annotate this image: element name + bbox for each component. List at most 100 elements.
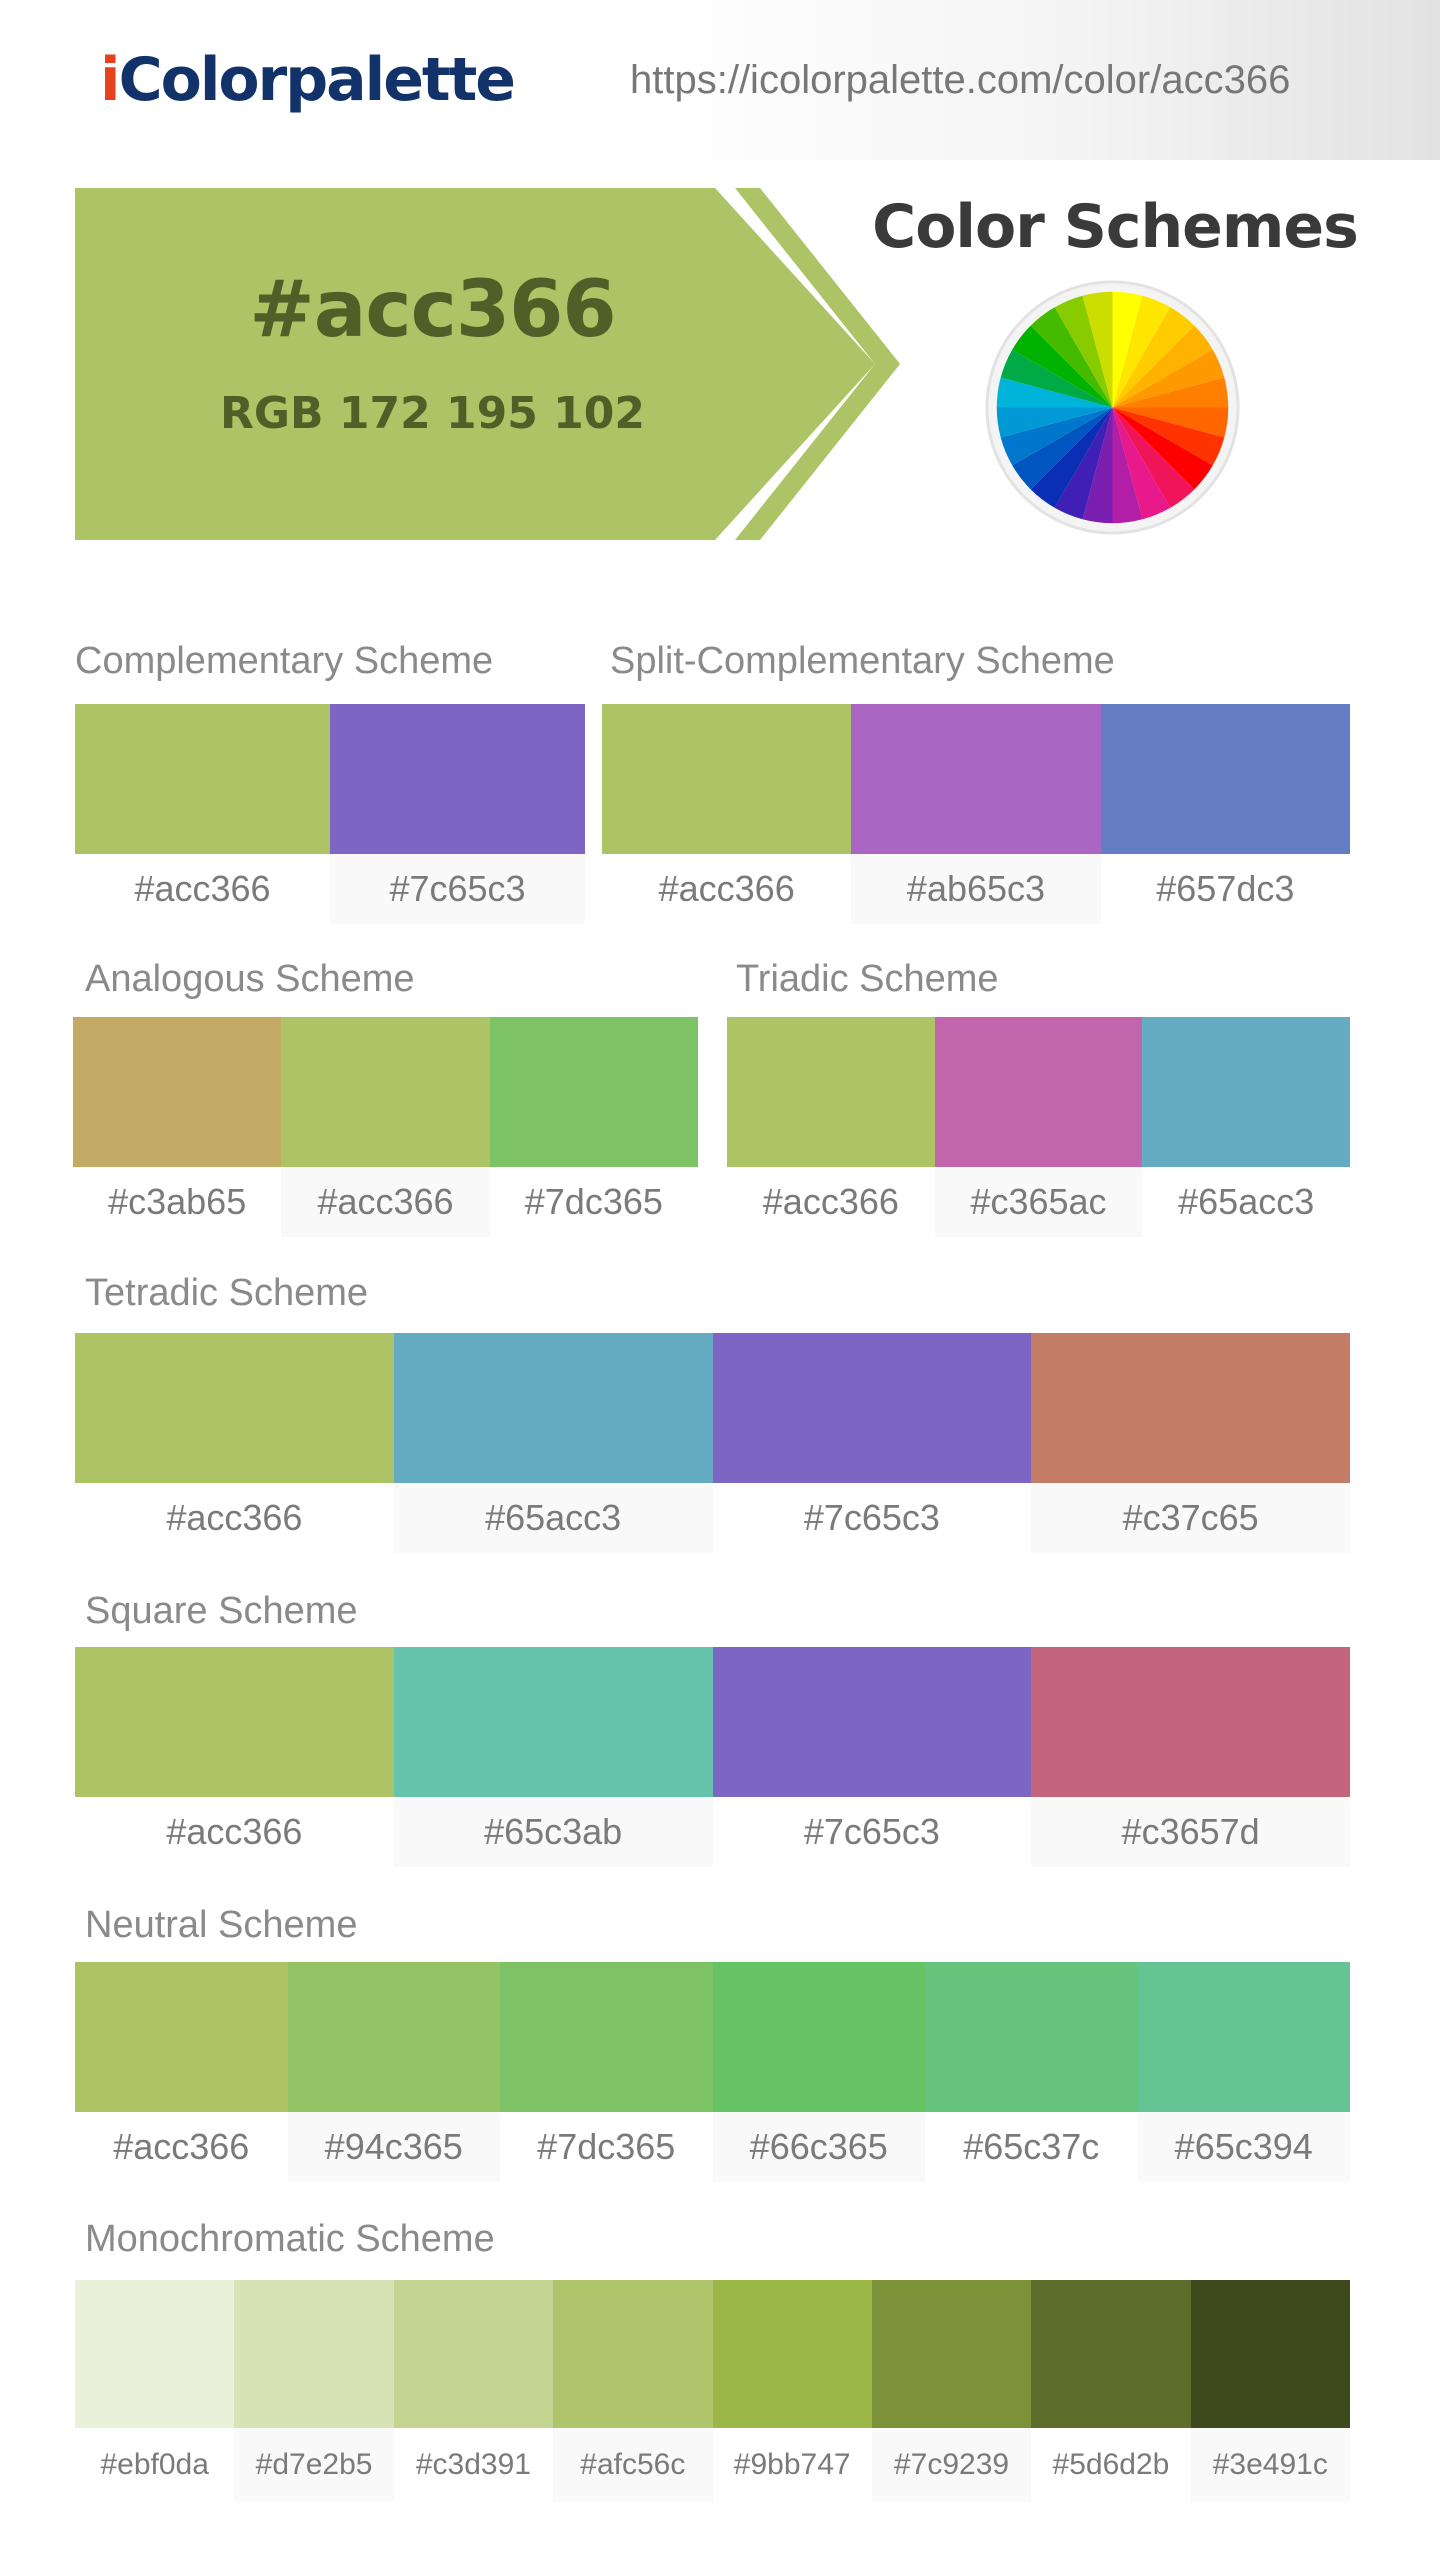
color-swatch[interactable] [1031, 1647, 1350, 1797]
color-swatch-item[interactable]: #acc366 [75, 1333, 394, 1553]
color-hex-label: #7dc365 [489, 1167, 698, 1237]
color-swatch[interactable] [75, 2280, 235, 2428]
color-swatch-item[interactable]: #65c394 [1137, 1962, 1350, 2182]
tetradic-swatch-row: #acc366 #65acc3 #7c65c3 #c37c65 [75, 1333, 1350, 1553]
color-hex-label: #66c365 [712, 2112, 925, 2182]
color-hex-label: #ebf0da [75, 2428, 235, 2502]
color-swatch[interactable] [330, 704, 585, 854]
color-hex-label: #acc366 [75, 1797, 394, 1867]
color-swatch[interactable] [489, 1017, 698, 1167]
monochromatic-swatch-row: #ebf0da #d7e2b5 #c3d391 #afc56c #9bb747 #7c92… [75, 2280, 1350, 2502]
color-hex-label: #94c365 [287, 2112, 500, 2182]
color-swatch[interactable] [393, 1333, 713, 1483]
color-swatch-item[interactable]: #66c365 [712, 1962, 925, 2182]
color-swatch-item[interactable]: #ebf0da [75, 2280, 235, 2502]
color-hex-label: #c3d391 [393, 2428, 554, 2502]
color-swatch-item[interactable]: #657dc3 [1100, 704, 1350, 924]
color-hex-label: #3e491c [1190, 2428, 1350, 2502]
color-swatch-item[interactable]: #94c365 [287, 1962, 500, 2182]
color-hex-label: #ab65c3 [851, 854, 1101, 924]
color-wheel-icon [985, 280, 1240, 535]
color-swatch[interactable] [1031, 1333, 1350, 1483]
color-wheel-segment [1054, 407, 1113, 520]
analogous-swatch-row: #c3ab65 #acc366 #7dc365 [73, 1017, 698, 1237]
color-hex-label: #acc366 [75, 2112, 288, 2182]
hero-rgb-value: RGB 172 195 102 [219, 388, 646, 439]
complementary-swatch-row: #acc366 #7c65c3 [75, 704, 585, 924]
color-swatch[interactable] [75, 1962, 288, 2112]
color-swatch-item[interactable]: #7c9239 [871, 2280, 1032, 2502]
color-swatch[interactable] [925, 1962, 1138, 2112]
color-swatch[interactable] [712, 2280, 872, 2428]
color-hex-label: #65acc3 [393, 1483, 713, 1553]
hero-hex-code: #acc366 [249, 265, 616, 355]
color-swatch[interactable] [553, 2280, 713, 2428]
color-swatch-item[interactable]: #c365ac [934, 1017, 1143, 1237]
color-swatch[interactable] [75, 1647, 394, 1797]
color-swatch[interactable] [1100, 704, 1350, 854]
color-swatch-item[interactable]: #3e491c [1190, 2280, 1350, 2502]
color-swatch-item[interactable]: #65c3ab [393, 1647, 713, 1867]
color-wheel-segment [1012, 407, 1113, 490]
color-swatch[interactable] [73, 1017, 282, 1167]
color-wheel-segment [996, 407, 1113, 438]
color-wheel-segment [1112, 307, 1195, 408]
color-swatch[interactable] [1142, 1017, 1351, 1167]
color-swatch-item[interactable]: #c3657d [1031, 1647, 1350, 1867]
color-swatch[interactable] [712, 1647, 1032, 1797]
color-swatch-item[interactable]: #7c65c3 [712, 1647, 1032, 1867]
color-swatch[interactable] [75, 1333, 394, 1483]
color-swatch-item[interactable]: #afc56c [553, 2280, 713, 2502]
color-swatch-item[interactable]: #65acc3 [393, 1333, 713, 1553]
color-swatch[interactable] [234, 2280, 394, 2428]
color-wheel-segment [1112, 291, 1143, 408]
color-swatch[interactable] [1031, 2280, 1191, 2428]
color-swatch-item[interactable]: #c37c65 [1031, 1333, 1350, 1553]
color-swatch-item[interactable]: #7dc365 [500, 1962, 713, 2182]
color-wheel-segment [1054, 295, 1113, 408]
color-hex-label: #c37c65 [1031, 1483, 1350, 1553]
color-hex-label: #c3ab65 [73, 1167, 282, 1237]
color-swatch-item[interactable]: #c3d391 [393, 2280, 554, 2502]
color-swatch[interactable] [602, 704, 852, 854]
color-swatch[interactable] [287, 1962, 500, 2112]
color-wheel-segment [1112, 295, 1171, 408]
color-swatch[interactable] [500, 1962, 713, 2112]
color-swatch-item[interactable]: #7c65c3 [712, 1333, 1032, 1553]
color-swatch[interactable] [712, 1333, 1032, 1483]
color-swatch[interactable] [393, 1647, 713, 1797]
color-swatch[interactable] [281, 1017, 490, 1167]
color-swatch[interactable] [712, 1962, 925, 2112]
hero-color-arrow [75, 188, 875, 540]
color-swatch[interactable] [727, 1017, 935, 1167]
square-scheme-label: Square Scheme [85, 1590, 358, 1632]
color-swatch-item[interactable]: #65acc3 [1142, 1017, 1351, 1237]
color-swatch-item[interactable]: #acc366 [602, 704, 852, 924]
color-swatch[interactable] [1137, 1962, 1350, 2112]
color-wheel-segment [996, 377, 1113, 408]
color-swatch-item[interactable]: #7c65c3 [330, 704, 585, 924]
color-swatch-item[interactable]: #d7e2b5 [234, 2280, 394, 2502]
color-swatch[interactable] [871, 2280, 1032, 2428]
color-swatch[interactable] [75, 704, 330, 854]
color-hex-label: #acc366 [727, 1167, 935, 1237]
color-swatch-item[interactable]: #acc366 [75, 704, 330, 924]
color-swatch-item[interactable]: #c3ab65 [73, 1017, 282, 1237]
color-swatch-item[interactable]: #5d6d2b [1031, 2280, 1191, 2502]
color-swatch-item[interactable]: #ab65c3 [851, 704, 1101, 924]
color-swatch-item[interactable]: #65c37c [925, 1962, 1138, 2182]
color-swatch[interactable] [851, 704, 1101, 854]
color-swatch-item[interactable]: #acc366 [75, 1962, 288, 2182]
color-swatch-item[interactable]: #acc366 [727, 1017, 935, 1237]
color-swatch-item[interactable]: #9bb747 [712, 2280, 872, 2502]
color-swatch-item[interactable]: #acc366 [281, 1017, 490, 1237]
color-swatch[interactable] [393, 2280, 554, 2428]
color-schemes-title: Color Schemes [872, 192, 1359, 262]
site-logo[interactable]: iColorpalette [100, 45, 516, 115]
color-swatch[interactable] [1190, 2280, 1350, 2428]
neutral-swatch-row: #acc366 #94c365 #7dc365 #66c365 #65c37c #65c3… [75, 1962, 1350, 2182]
color-hex-label: #7c65c3 [712, 1483, 1032, 1553]
color-swatch-item[interactable]: #acc366 [75, 1647, 394, 1867]
color-swatch-item[interactable]: #7dc365 [489, 1017, 698, 1237]
color-swatch[interactable] [934, 1017, 1143, 1167]
